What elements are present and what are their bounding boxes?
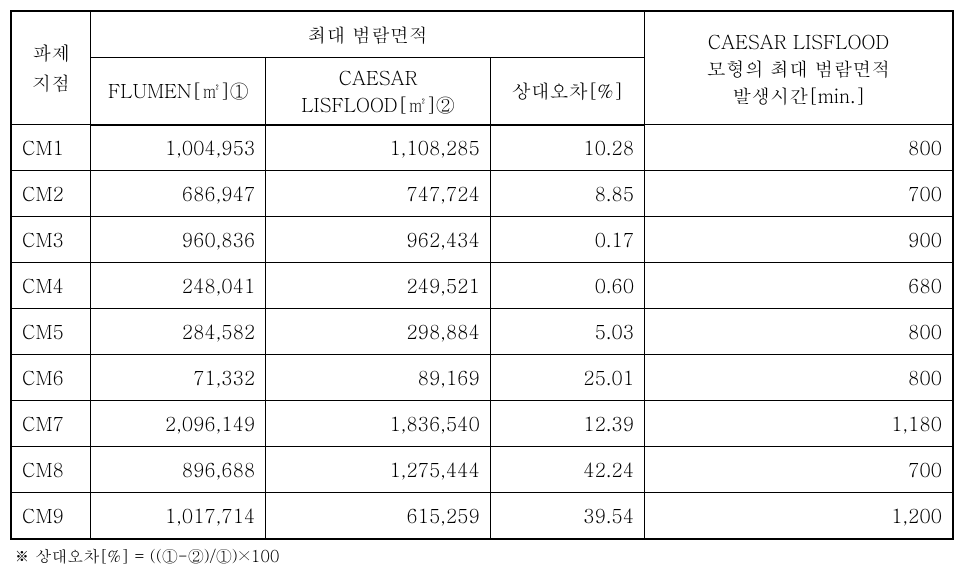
cell-label: CM5 xyxy=(11,309,91,355)
cell-flumen: 2,096,149 xyxy=(91,401,266,447)
cell-label: CM6 xyxy=(11,355,91,401)
header-time-line3: 발생시간[min.] xyxy=(732,82,865,109)
table-header: 파제 지점 최대 범람면적 CAESAR LISFLOOD 모형의 최대 범람면… xyxy=(11,11,953,125)
cell-caesar: 1,108,285 xyxy=(266,125,491,171)
cell-error: 12.39 xyxy=(490,401,644,447)
cell-time: 1,200 xyxy=(645,493,953,539)
header-location: 파제 지점 xyxy=(11,11,91,125)
cell-caesar: 1,836,540 xyxy=(266,401,491,447)
cell-flumen: 248,041 xyxy=(91,263,266,309)
cell-error: 5.03 xyxy=(490,309,644,355)
cell-time: 800 xyxy=(645,309,953,355)
cell-error: 8.85 xyxy=(490,171,644,217)
cell-label: CM1 xyxy=(11,125,91,171)
table-row: CM6 71,332 89,169 25.01 800 xyxy=(11,355,953,401)
cell-caesar: 298,884 xyxy=(266,309,491,355)
table-row: CM2 686,947 747,724 8.85 700 xyxy=(11,171,953,217)
header-time-line1: CAESAR LISFLOOD xyxy=(708,28,890,55)
header-location-line1: 파제 xyxy=(32,39,70,66)
cell-time: 700 xyxy=(645,171,953,217)
table-row: CM5 284,582 298,884 5.03 800 xyxy=(11,309,953,355)
table-row: CM1 1,004,953 1,108,285 10.28 800 xyxy=(11,125,953,171)
cell-caesar: 962,434 xyxy=(266,217,491,263)
cell-flumen: 1,017,714 xyxy=(91,493,266,539)
cell-time: 700 xyxy=(645,447,953,493)
cell-flumen: 284,582 xyxy=(91,309,266,355)
cell-flumen: 71,332 xyxy=(91,355,266,401)
table-row: CM9 1,017,714 615,259 39.54 1,200 xyxy=(11,493,953,539)
header-rel-error: 상대오차[%] xyxy=(490,57,644,125)
cell-caesar: 89,169 xyxy=(266,355,491,401)
cell-time: 800 xyxy=(645,355,953,401)
header-time-line2: 모형의 최대 범람면적 xyxy=(707,55,891,82)
cell-caesar: 615,259 xyxy=(266,493,491,539)
table-row: CM7 2,096,149 1,836,540 12.39 1,180 xyxy=(11,401,953,447)
flood-area-table: 파제 지점 최대 범람면적 CAESAR LISFLOOD 모형의 최대 범람면… xyxy=(10,10,954,540)
cell-label: CM2 xyxy=(11,171,91,217)
cell-error: 25.01 xyxy=(490,355,644,401)
cell-label: CM9 xyxy=(11,493,91,539)
table-body: CM1 1,004,953 1,108,285 10.28 800 CM2 68… xyxy=(11,125,953,539)
cell-time: 1,180 xyxy=(645,401,953,447)
header-caesar-line2: LISFLOOD[㎡]② xyxy=(301,91,455,118)
cell-caesar: 1,275,444 xyxy=(266,447,491,493)
table-row: CM4 248,041 249,521 0.60 680 xyxy=(11,263,953,309)
cell-time: 800 xyxy=(645,125,953,171)
header-caesar: CAESAR LISFLOOD[㎡]② xyxy=(266,57,491,125)
cell-flumen: 896,688 xyxy=(91,447,266,493)
footnote: ※ 상대오차[%] = ((①-②)/①)×100 xyxy=(10,540,954,567)
cell-time: 680 xyxy=(645,263,953,309)
cell-caesar: 747,724 xyxy=(266,171,491,217)
cell-flumen: 960,836 xyxy=(91,217,266,263)
cell-error: 0.60 xyxy=(490,263,644,309)
cell-label: CM4 xyxy=(11,263,91,309)
table-row: CM3 960,836 962,434 0.17 900 xyxy=(11,217,953,263)
header-location-line2: 지점 xyxy=(32,69,70,96)
cell-error: 0.17 xyxy=(490,217,644,263)
cell-label: CM7 xyxy=(11,401,91,447)
header-time: CAESAR LISFLOOD 모형의 최대 범람면적 발생시간[min.] xyxy=(645,11,953,125)
cell-error: 39.54 xyxy=(490,493,644,539)
header-flumen: FLUMEN[㎡]① xyxy=(91,57,266,125)
header-max-flood-area: 최대 범람면적 xyxy=(91,11,645,57)
cell-flumen: 686,947 xyxy=(91,171,266,217)
cell-error: 42.24 xyxy=(490,447,644,493)
cell-label: CM8 xyxy=(11,447,91,493)
table-row: CM8 896,688 1,275,444 42.24 700 xyxy=(11,447,953,493)
cell-error: 10.28 xyxy=(490,125,644,171)
cell-label: CM3 xyxy=(11,217,91,263)
header-caesar-line1: CAESAR xyxy=(339,64,418,91)
cell-time: 900 xyxy=(645,217,953,263)
cell-flumen: 1,004,953 xyxy=(91,125,266,171)
cell-caesar: 249,521 xyxy=(266,263,491,309)
